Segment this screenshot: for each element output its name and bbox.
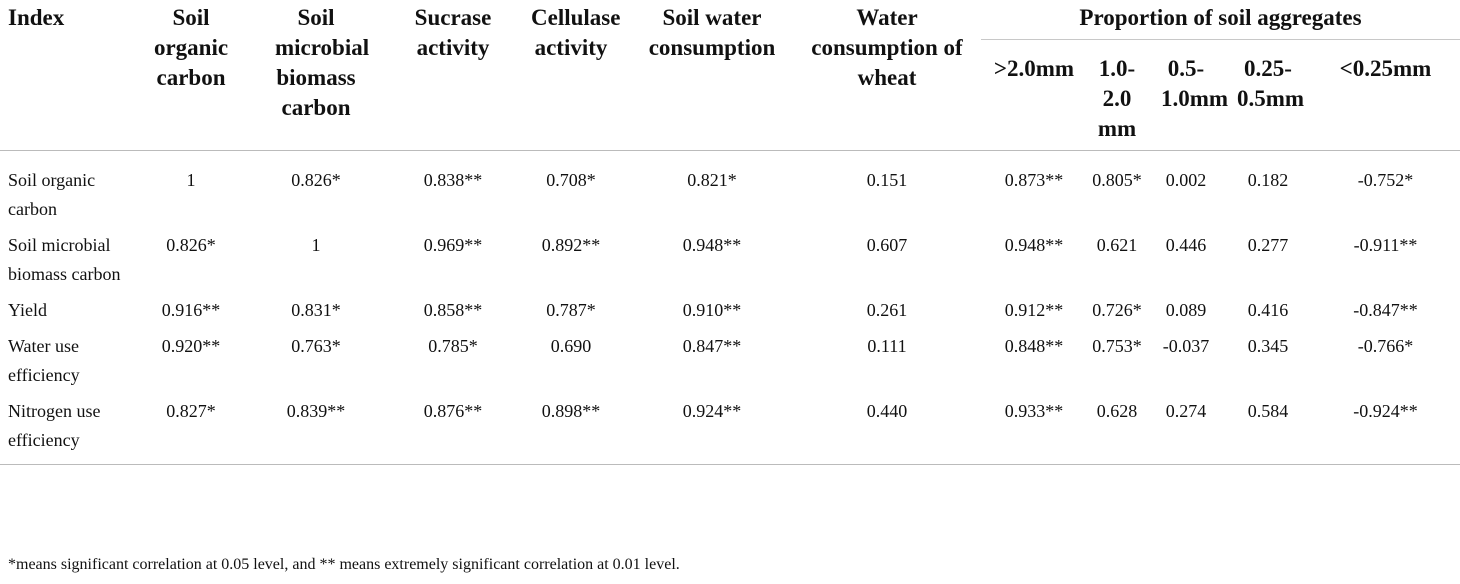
table-cell: 0.826* <box>291 170 341 190</box>
header-soil-microbial-biomass-carbon: Soil microbial biomass carbon <box>237 0 395 151</box>
table-cell: 0.726* <box>1092 300 1142 320</box>
table-cell: 0.277 <box>1247 235 1289 255</box>
table-row: Nitrogen use efficiency 0.827* 0.839** 0.87… <box>0 397 1460 465</box>
table-cell: 0.446 <box>1165 235 1207 255</box>
table-cell: 0.873** <box>1004 170 1064 190</box>
table-cell: -0.847** <box>1353 300 1418 320</box>
table-cell: 0.969** <box>423 235 483 255</box>
table-cell: 0.924** <box>631 397 793 465</box>
row-label: Nitrogen use efficiency <box>0 397 145 465</box>
table-cell: 0.628 <box>1087 397 1147 465</box>
correlation-table: Index Soil organic carbon Soil microbial… <box>0 0 1460 465</box>
table-cell: 0.089 <box>1165 300 1207 320</box>
header-sucrase-activity: Sucrase activity <box>395 0 511 151</box>
table-header: Index Soil organic carbon Soil microbial… <box>0 0 1460 151</box>
table-cell: 0.416 <box>1247 300 1289 320</box>
header-soil-organic-carbon: Soil organic carbon <box>145 0 237 151</box>
header-index: Index <box>0 0 145 151</box>
header-aggregate-gt2: >2.0mm <box>981 39 1087 151</box>
table-row: Water use efficiency 0.920** 0.763* 0.785* 0… <box>0 332 1460 397</box>
table-cell: 0.910** <box>682 300 742 320</box>
table-row: Soil microbial biomass carbon 0.826* 1 0.96… <box>0 231 1460 296</box>
table-body: Soil organic carbon 1 0.826* 0.838** 0.708* 0… <box>0 151 1460 465</box>
row-label: Soil organic carbon <box>8 170 96 219</box>
table-cell: 0.261 <box>866 300 908 320</box>
table-cell: 0.827* <box>145 397 237 465</box>
table-cell: 0.111 <box>867 336 907 356</box>
row-label: Soil microbial biomass carbon <box>8 235 121 284</box>
header-cellulase-activity: Cellulase activity <box>511 0 631 151</box>
table-row: Soil organic carbon 1 0.826* 0.838** 0.708* 0… <box>0 151 1460 232</box>
row-label: Water use efficiency <box>8 336 80 385</box>
table-cell: 0.898** <box>511 397 631 465</box>
table-cell: 0.920** <box>161 336 221 356</box>
table-cell: 0.839** <box>237 397 395 465</box>
table-cell: 1 <box>186 170 196 190</box>
table-cell: 0.831* <box>291 300 341 320</box>
table-cell: 0.821* <box>687 170 737 190</box>
table-row: Yield 0.916** 0.831* 0.858** 0.787* 0.910** 0.… <box>0 296 1460 332</box>
table-cell: -0.911** <box>1353 235 1418 255</box>
table-cell: 0.753* <box>1092 336 1142 356</box>
table-cell: 0.948** <box>1004 235 1064 255</box>
header-aggregate-lt025: <0.25mm <box>1311 39 1460 151</box>
table-cell: 0.848** <box>1004 336 1064 356</box>
header-aggregates-group: Proportion of soil aggregates <box>981 0 1460 40</box>
table-cell: 0.440 <box>793 397 981 465</box>
table-cell: 0.274 <box>1147 397 1225 465</box>
table-cell: 0.002 <box>1165 170 1207 190</box>
table-cell: 0.690 <box>550 336 592 356</box>
table-cell: 0.892** <box>541 235 601 255</box>
table-cell: -0.752* <box>1357 170 1414 190</box>
table-cell: 0.621 <box>1096 235 1138 255</box>
table-cell: 0.912** <box>1004 300 1064 320</box>
table-footnote: *means significant correlation at 0.05 l… <box>8 556 680 573</box>
table-cell: 0.858** <box>423 300 483 320</box>
header-aggregate-1-2: 1.0-2.0 mm <box>1087 39 1147 151</box>
header-water-consumption-of-wheat: Water consumption of wheat <box>793 0 981 151</box>
table-cell: 0.763* <box>291 336 341 356</box>
table-cell: 0.876** <box>395 397 511 465</box>
header-aggregate-05-1: 0.5-1.0mm <box>1147 39 1228 151</box>
row-label: Yield <box>8 300 47 320</box>
table-cell: -0.766* <box>1357 336 1414 356</box>
header-soil-water-consumption: Soil water consumption <box>631 0 793 151</box>
table-cell: 1 <box>311 235 321 255</box>
table-cell: 0.345 <box>1247 336 1289 356</box>
table-cell: 0.916** <box>161 300 221 320</box>
table-cell: 0.607 <box>866 235 908 255</box>
table-cell: 0.838** <box>423 170 483 190</box>
table-cell: 0.182 <box>1247 170 1289 190</box>
table-cell: 0.708* <box>546 170 596 190</box>
table-cell: 0.948** <box>682 235 742 255</box>
table-cell: 0.787* <box>546 300 596 320</box>
table-cell: -0.037 <box>1162 336 1210 356</box>
table-cell: 0.151 <box>866 170 908 190</box>
table-cell: 0.826* <box>166 235 216 255</box>
table-cell: -0.924** <box>1311 397 1460 465</box>
table-cell: 0.785* <box>428 336 478 356</box>
header-aggregate-025-05: 0.25-0.5mm <box>1225 39 1311 151</box>
table-cell: 0.847** <box>682 336 742 356</box>
table-cell: 0.933** <box>981 397 1087 465</box>
table-cell: 0.805* <box>1092 170 1142 190</box>
table-cell: 0.584 <box>1225 397 1311 465</box>
